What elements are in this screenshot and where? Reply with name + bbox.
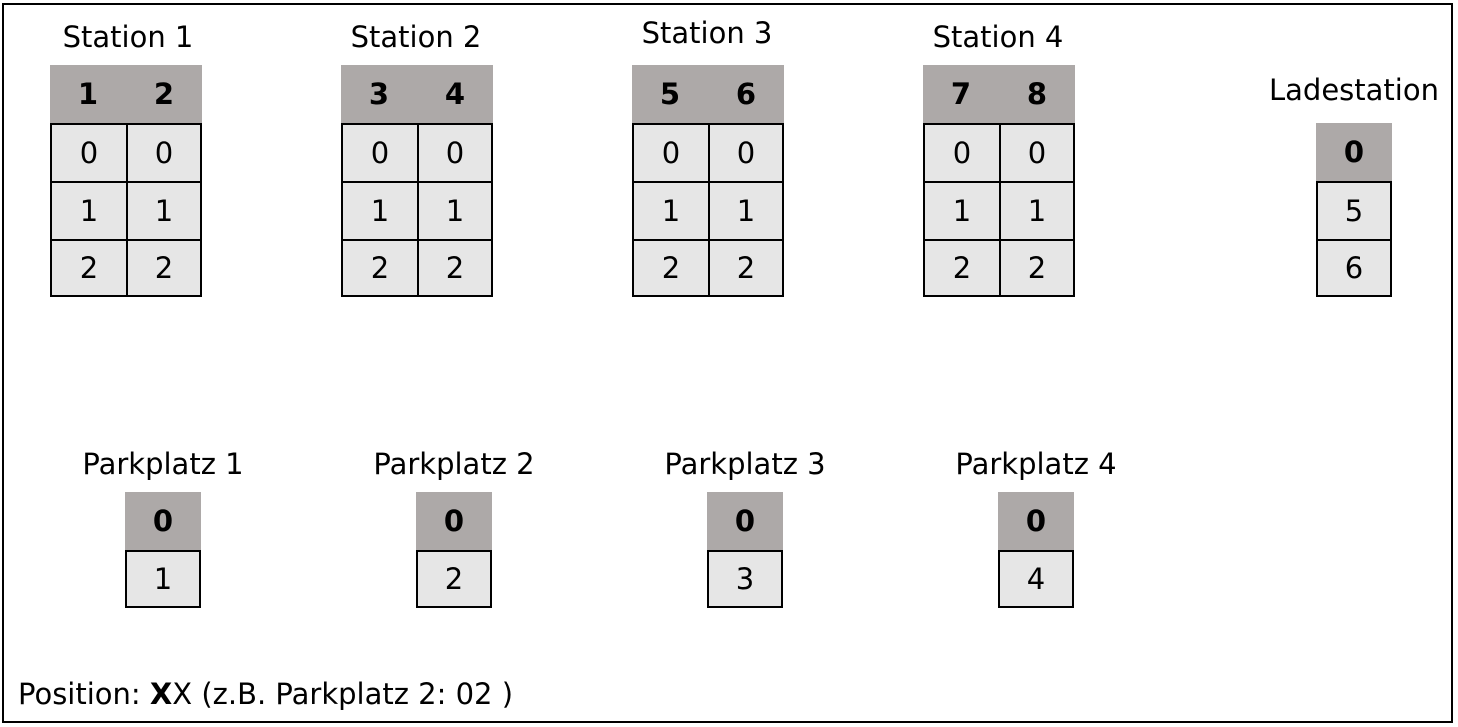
station-1-cell: 2 — [126, 239, 202, 297]
station-3-header-1: 5 — [632, 65, 708, 123]
parkplatz-1-title: Parkplatz 1 — [82, 447, 244, 481]
position-note: Position: XX (z.B. Parkplatz 2: 02 ) — [18, 676, 513, 712]
station-2-header-1: 3 — [341, 65, 417, 123]
diagram-frame — [2, 3, 1453, 723]
station-3-cell: 1 — [708, 181, 784, 239]
station-1-table: 1 2 0 0 1 1 2 2 — [50, 65, 202, 297]
station-2-table: 3 4 0 0 1 1 2 2 — [341, 65, 493, 297]
station-4-header-1: 7 — [923, 65, 999, 123]
parkplatz-3-title: Parkplatz 3 — [664, 447, 826, 481]
station-1-cell: 2 — [50, 239, 126, 297]
station-1-title: Station 1 — [62, 20, 194, 54]
ladestation-table: 0 5 6 — [1316, 123, 1392, 297]
station-2-cell: 2 — [341, 239, 417, 297]
station-4-cell: 1 — [999, 181, 1075, 239]
station-3-cell: 0 — [708, 123, 784, 181]
station-4-cell: 2 — [923, 239, 999, 297]
parkplatz-2-table: 0 2 — [416, 492, 492, 608]
parkplatz-2-header: 0 — [416, 492, 492, 550]
station-2-cell: 1 — [417, 181, 493, 239]
parkplatz-4-title: Parkplatz 4 — [955, 447, 1117, 481]
station-1-header-2: 2 — [126, 65, 202, 123]
station-4-cell: 0 — [999, 123, 1075, 181]
station-4-cell: 0 — [923, 123, 999, 181]
ladestation-cell: 6 — [1316, 239, 1392, 297]
parkplatz-1-cell: 1 — [125, 550, 201, 608]
station-2-cell: 0 — [341, 123, 417, 181]
parkplatz-3-cell: 3 — [707, 550, 783, 608]
station-3-cell: 2 — [632, 239, 708, 297]
parkplatz-4-header: 0 — [998, 492, 1074, 550]
parkplatz-4-table: 0 4 — [998, 492, 1074, 608]
station-3-cell: 1 — [632, 181, 708, 239]
ladestation-title: Ladestation — [1269, 73, 1439, 107]
parkplatz-3-header: 0 — [707, 492, 783, 550]
station-3-cell: 0 — [632, 123, 708, 181]
station-1-cell: 1 — [126, 181, 202, 239]
station-3-cell: 2 — [708, 239, 784, 297]
position-note-bold: X — [149, 677, 173, 711]
station-1-header-1: 1 — [50, 65, 126, 123]
station-4-header-2: 8 — [999, 65, 1075, 123]
parkplatz-2-cell: 2 — [416, 550, 492, 608]
parkplatz-3-table: 0 3 — [707, 492, 783, 608]
station-3-title: Station 3 — [641, 16, 773, 50]
station-2-header-2: 4 — [417, 65, 493, 123]
station-4-table: 7 8 0 0 1 1 2 2 — [923, 65, 1075, 297]
station-1-cell: 0 — [126, 123, 202, 181]
position-note-rest: X (z.B. Parkplatz 2: 02 ) — [172, 677, 514, 711]
parkplatz-1-header: 0 — [125, 492, 201, 550]
ladestation-cell: 5 — [1316, 181, 1392, 239]
station-4-cell: 1 — [923, 181, 999, 239]
station-1-cell: 0 — [50, 123, 126, 181]
station-4-title: Station 4 — [932, 20, 1064, 54]
station-3-header-2: 6 — [708, 65, 784, 123]
station-2-cell: 2 — [417, 239, 493, 297]
station-2-cell: 1 — [341, 181, 417, 239]
parkplatz-4-cell: 4 — [998, 550, 1074, 608]
parkplatz-1-table: 0 1 — [125, 492, 201, 608]
station-2-title: Station 2 — [350, 20, 482, 54]
station-1-cell: 1 — [50, 181, 126, 239]
parkplatz-2-title: Parkplatz 2 — [373, 447, 535, 481]
ladestation-header: 0 — [1316, 123, 1392, 181]
station-4-cell: 2 — [999, 239, 1075, 297]
station-2-cell: 0 — [417, 123, 493, 181]
station-3-table: 5 6 0 0 1 1 2 2 — [632, 65, 784, 297]
position-note-prefix: Position: — [18, 677, 150, 711]
